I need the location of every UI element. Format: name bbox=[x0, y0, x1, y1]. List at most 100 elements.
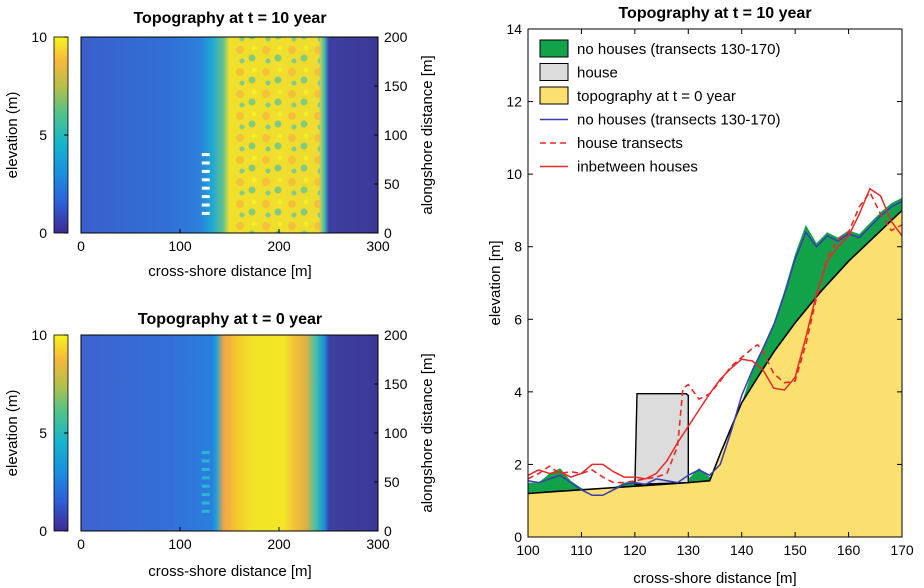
x-tick-label: 100 bbox=[168, 238, 192, 254]
map-t0-colorbar-ticks: 0 5 10 bbox=[31, 327, 68, 539]
legend-label: inbetween houses bbox=[577, 159, 698, 176]
map-t10-colorbar-ticks: 0 5 10 bbox=[31, 29, 68, 241]
y-tick-label: 150 bbox=[384, 78, 408, 94]
legend-label: house transects bbox=[577, 135, 683, 152]
map-t0-heatmap bbox=[81, 335, 378, 531]
house-row-marker bbox=[201, 493, 210, 497]
colorbar-tick-label: 5 bbox=[39, 425, 47, 441]
y-tick-label: 6 bbox=[514, 311, 522, 327]
y-tick-label: 0 bbox=[514, 529, 522, 545]
house-row-marker bbox=[201, 467, 210, 471]
x-tick-label: 110 bbox=[570, 542, 593, 558]
map-t0-title: Topography at t = 0 year bbox=[138, 311, 322, 328]
map-t10-y-label: alongshore distance [m] bbox=[419, 55, 436, 214]
map-t10-title: Topography at t = 10 year bbox=[133, 10, 326, 27]
inbetween-houses-line bbox=[528, 187, 902, 480]
map-t0-x-ticks: 0 100 200 300 bbox=[77, 527, 390, 552]
profile-ticks: 100 110 120 130 140 150 160 170 0 2 4 6 8 10 12 14 bbox=[506, 21, 913, 558]
map-t0-panel: Topography at t = 0 year 0 100 200 300 0501… bbox=[4, 311, 436, 580]
y-tick-label: 150 bbox=[384, 376, 408, 392]
x-tick-label: 160 bbox=[837, 542, 861, 558]
y-tick-label: 200 bbox=[384, 327, 408, 343]
map-t0-x-label: cross-shore distance [m] bbox=[148, 563, 311, 580]
map-t10-x-label: cross-shore distance [m] bbox=[148, 263, 311, 280]
profile-series-layer bbox=[528, 187, 902, 537]
map-t10-house-rows bbox=[201, 153, 210, 215]
y-tick-label: 8 bbox=[514, 239, 522, 255]
x-tick-label: 130 bbox=[677, 542, 701, 558]
house-row-marker bbox=[201, 509, 210, 513]
x-tick-label: 300 bbox=[366, 536, 390, 552]
y-tick-label: 10 bbox=[506, 166, 522, 182]
house-row-marker bbox=[201, 203, 210, 207]
colorbar-tick-label: 10 bbox=[31, 327, 47, 343]
y-tick-label: 200 bbox=[384, 29, 408, 45]
house-row-marker bbox=[201, 451, 210, 455]
legend-label: topography at t = 0 year bbox=[577, 88, 736, 105]
colorbar-tick-label: 0 bbox=[39, 523, 47, 539]
profile-title: Topography at t = 10 year bbox=[618, 5, 811, 22]
house-block bbox=[634, 393, 689, 486]
house-row-marker bbox=[201, 195, 210, 199]
y-tick-label: 12 bbox=[506, 94, 522, 110]
map-t10-panel: Topography at t = 10 year 0 100 200 300 050… bbox=[4, 10, 436, 280]
legend-swatch bbox=[539, 63, 569, 81]
y-tick-label: 100 bbox=[384, 425, 408, 441]
map-t10-x-ticks: 0 100 200 300 bbox=[77, 229, 390, 254]
x-tick-label: 120 bbox=[623, 542, 647, 558]
legend-swatch bbox=[539, 86, 569, 105]
x-tick-label: 0 bbox=[77, 536, 85, 552]
map-t0-y-label: alongshore distance [m] bbox=[419, 353, 436, 512]
house-row-marker bbox=[201, 476, 210, 480]
no-houses-line bbox=[528, 200, 902, 497]
x-tick-label: 100 bbox=[168, 536, 192, 552]
x-tick-label: 0 bbox=[77, 238, 85, 254]
map-t0-y-ticks: 0 50 100 150 200 bbox=[374, 327, 408, 539]
house-row-marker bbox=[201, 459, 210, 463]
map-t10-heatmap bbox=[81, 37, 378, 233]
house-row-marker bbox=[201, 501, 210, 505]
initial-topography-fill bbox=[528, 210, 902, 537]
x-tick-label: 150 bbox=[783, 542, 807, 558]
colorbar-tick-label: 5 bbox=[39, 127, 47, 143]
map-t10-colorbar-label: elevation (m) bbox=[4, 92, 21, 179]
y-tick-label: 4 bbox=[514, 384, 522, 400]
y-tick-label: 0 bbox=[384, 523, 392, 539]
y-tick-label: 50 bbox=[384, 176, 400, 192]
x-tick-label: 200 bbox=[267, 238, 291, 254]
profile-frame bbox=[527, 28, 903, 538]
house-row-marker bbox=[201, 211, 210, 215]
map-t0-house-rows bbox=[201, 451, 210, 513]
x-tick-label: 100 bbox=[516, 542, 540, 558]
house-row-marker bbox=[201, 186, 210, 190]
x-tick-label: 140 bbox=[730, 542, 754, 558]
y-tick-label: 14 bbox=[506, 21, 522, 37]
y-tick-label: 0 bbox=[384, 225, 392, 241]
house-row-marker bbox=[201, 169, 210, 173]
profile-y-label: elevation [m] bbox=[487, 240, 504, 325]
profile-panel: Topography at t = 10 year 100 110 120 130 14… bbox=[487, 5, 914, 587]
house-row-marker bbox=[201, 178, 210, 182]
legend-label: house bbox=[577, 65, 618, 82]
x-tick-label: 300 bbox=[366, 238, 390, 254]
profile-legend: no houses (transects 130-170) house topogr… bbox=[539, 39, 780, 176]
x-tick-label: 200 bbox=[267, 536, 291, 552]
legend-label: no houses (transects 130-170) bbox=[577, 112, 780, 129]
x-tick-label: 170 bbox=[890, 542, 914, 558]
map-t10-dune-texture bbox=[230, 37, 320, 233]
y-tick-label: 2 bbox=[514, 456, 522, 472]
colorbar-tick-label: 0 bbox=[39, 225, 47, 241]
y-tick-label: 100 bbox=[384, 127, 408, 143]
map-t10-y-ticks: 0 50 100 150 200 bbox=[374, 29, 408, 241]
initial-topography-outline bbox=[528, 209, 902, 495]
map-t0-colorbar-label: elevation (m) bbox=[4, 390, 21, 477]
house-row-marker bbox=[201, 161, 210, 165]
legend-swatch bbox=[539, 39, 569, 58]
house-row-marker bbox=[201, 484, 210, 488]
colorbar-tick-label: 10 bbox=[31, 29, 47, 45]
y-tick-label: 50 bbox=[384, 474, 400, 490]
house-row-marker bbox=[201, 153, 210, 157]
legend-label: no houses (transects 130-170) bbox=[577, 41, 780, 58]
profile-x-label: cross-shore distance [m] bbox=[633, 570, 796, 587]
